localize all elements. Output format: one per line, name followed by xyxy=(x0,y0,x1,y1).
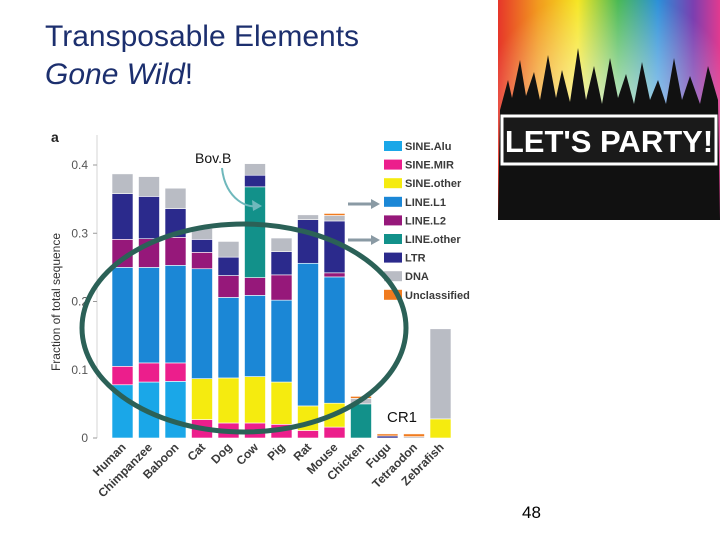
bar-segment-human-line-l1 xyxy=(111,267,134,367)
y-axis-label: Fraction of total sequence xyxy=(49,233,63,371)
bovb-label: Bov.B xyxy=(195,150,231,166)
bar-segment-chimpanzee-dna xyxy=(138,176,160,197)
legend-label-line-other: LINE.other xyxy=(405,234,461,246)
legend-label-dna: DNA xyxy=(405,271,429,283)
legend-label-sine-alu: SINE.Alu xyxy=(405,141,451,153)
bar-segment-mouse-line-l1 xyxy=(323,276,346,404)
legend-swatch-line-l2 xyxy=(384,215,402,226)
bar-segment-chimpanzee-line-l1 xyxy=(138,267,160,364)
bar-segment-fugu-unclassified xyxy=(376,433,399,437)
legend-swatch-line-other xyxy=(384,234,402,244)
title-exclamation: ! xyxy=(184,58,194,91)
bar-segment-pig-sine-other xyxy=(270,381,293,425)
bar-segment-rat-line-l1 xyxy=(297,262,319,407)
title-line-1: Transposable Elements xyxy=(45,20,360,53)
bar-segment-mouse-unclassified xyxy=(323,213,346,216)
bar-segment-zebrafish-dna xyxy=(429,328,452,420)
x-tick-label-cow: Cow xyxy=(233,440,261,468)
bar-segment-fugu-ltr xyxy=(376,435,399,439)
bar-segment-dog-ltr xyxy=(217,256,240,276)
bar-segment-rat-sine-mir xyxy=(297,430,319,439)
bar-segment-rat-ltr xyxy=(297,219,319,264)
bar-segment-tetraodon-unclassified xyxy=(403,433,425,437)
bar-segment-dog-sine-other xyxy=(217,377,240,424)
page-number: 48 xyxy=(522,503,541,522)
bovb-arrowhead xyxy=(252,200,262,211)
legend-swatch-sine-alu xyxy=(384,141,402,151)
cr1-label: CR1 xyxy=(387,409,417,426)
party-image: LET'S PARTY! xyxy=(498,0,720,220)
y-tick-label-3: 0.3 xyxy=(71,226,88,240)
bar-segment-zebrafish-sine-other xyxy=(429,418,452,439)
bar-segment-pig-line-l1 xyxy=(270,299,293,383)
legend-label-sine-mir: SINE.MIR xyxy=(405,160,454,172)
bar-segment-cat-ltr xyxy=(191,239,213,253)
bar-segment-chicken-line-other xyxy=(350,403,372,439)
bar-segment-cow-sine-other xyxy=(244,376,266,424)
bar-segment-chimpanzee-sine-mir xyxy=(138,362,160,383)
legend-swatch-sine-other xyxy=(384,178,402,189)
bar-segment-pig-dna xyxy=(270,237,293,252)
bar-segment-pig-line-l2 xyxy=(270,274,293,301)
bar-segment-dog-line-l1 xyxy=(217,297,240,379)
y-tick-label-1: 0.1 xyxy=(71,363,88,377)
bar-segment-cow-ltr xyxy=(244,174,266,188)
bar-segment-baboon-sine-alu xyxy=(164,381,187,439)
title-line-2: Gone Wild! xyxy=(45,56,359,94)
bar-segment-dog-line-l2 xyxy=(217,275,240,298)
party-banner xyxy=(500,114,718,166)
bar-segment-cow-dna xyxy=(244,163,266,176)
x-tick-label-cat: Cat xyxy=(185,440,209,464)
legend-label-line-l1: LINE.L1 xyxy=(405,197,446,209)
bar-segment-dog-dna xyxy=(217,241,240,258)
bar-segment-mouse-line-l2 xyxy=(323,272,346,278)
bar-segment-cow-line-other xyxy=(244,186,266,278)
bar-segment-mouse-sine-mir xyxy=(323,426,346,439)
x-tick-label-dog: Dog xyxy=(208,440,234,466)
legend-swatch-line-l1 xyxy=(384,196,402,207)
bar-segment-rat-dna xyxy=(297,214,319,220)
bar-segment-baboon-line-l1 xyxy=(164,265,187,364)
bar-segment-baboon-dna xyxy=(164,187,187,209)
legend-arrow-2-head xyxy=(371,235,380,245)
legend-swatch-unclassified xyxy=(384,289,402,300)
legend-arrow-1-head xyxy=(371,199,380,209)
legend-label-line-l2: LINE.L2 xyxy=(405,215,446,227)
bar-segment-human-dna xyxy=(111,173,134,194)
bar-segment-cat-sine-other xyxy=(191,378,213,420)
legend-swatch-dna xyxy=(384,271,402,282)
bar-segment-baboon-line-l2 xyxy=(164,237,187,266)
y-tick-label-0: 0 xyxy=(81,431,88,445)
panel-label: a xyxy=(51,129,59,145)
x-tick-label-pig: Pig xyxy=(265,440,288,463)
bar-segment-pig-ltr xyxy=(270,251,293,276)
legend-swatch-sine-mir xyxy=(384,159,402,170)
bar-segment-cow-line-l2 xyxy=(244,277,266,296)
bar-segment-chimpanzee-ltr xyxy=(138,196,160,240)
bar-segment-baboon-sine-mir xyxy=(164,362,187,382)
highlight-circle xyxy=(79,221,409,435)
title-italic: Gone Wild xyxy=(45,58,185,91)
party-banner-text: LET'S PARTY! xyxy=(505,124,713,159)
bar-segment-human-sine-mir xyxy=(111,366,134,386)
legend-label-sine-other: SINE.other xyxy=(405,178,462,190)
legend-swatch-ltr xyxy=(384,252,402,263)
y-tick-label-4: 0.4 xyxy=(71,158,88,172)
bar-segment-human-ltr xyxy=(111,193,134,240)
bar-segment-cat-line-l1 xyxy=(191,268,213,379)
legend-label-unclassified: Unclassified xyxy=(405,290,470,302)
bar-segment-mouse-dna xyxy=(323,215,346,222)
legend-label-ltr: LTR xyxy=(405,253,426,265)
bar-segment-cow-line-l1 xyxy=(244,295,266,377)
slide-title: Transposable Elements Gone Wild! xyxy=(45,18,359,94)
bar-segment-cat-line-l2 xyxy=(191,252,213,270)
